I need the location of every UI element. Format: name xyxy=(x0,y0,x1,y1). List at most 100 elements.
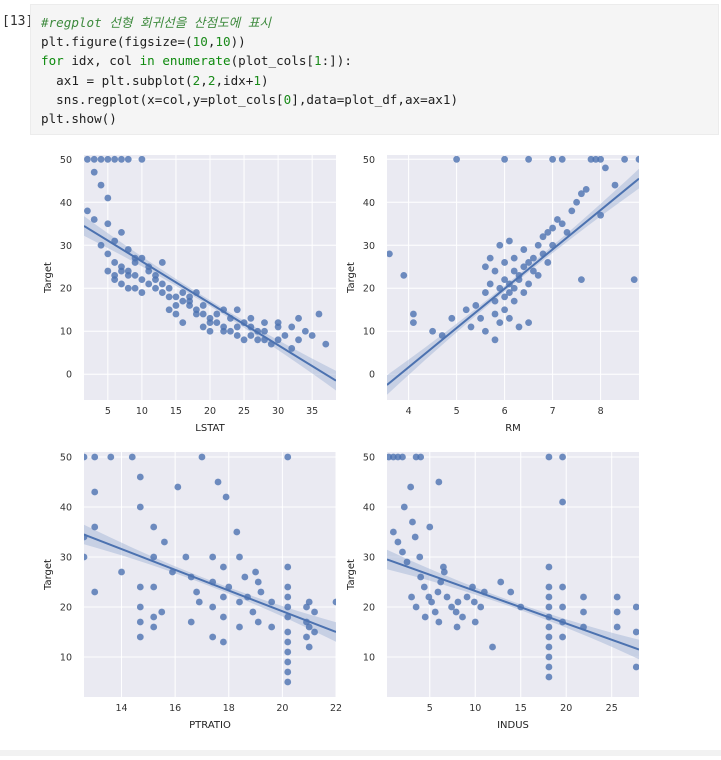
data-point xyxy=(220,613,227,621)
data-point xyxy=(544,228,552,236)
data-point xyxy=(525,319,532,327)
data-point xyxy=(193,588,200,596)
x-axis-label: LSTAT xyxy=(195,423,225,434)
data-point xyxy=(559,633,566,641)
data-point xyxy=(559,603,566,611)
data-point xyxy=(534,271,542,279)
code-text[interactable]: #regplot 선형 회귀선을 산점도에 표시 plt.figure(figs… xyxy=(31,5,718,136)
data-point xyxy=(104,250,112,258)
data-point xyxy=(84,453,88,461)
data-point xyxy=(240,336,248,344)
data-point xyxy=(322,340,330,348)
data-point xyxy=(118,568,125,576)
subplot-4: 5 10 15 20 25 10 20 30 40 50 INDUS Target xyxy=(346,452,639,731)
y-axis-label: Target xyxy=(43,559,54,591)
data-point xyxy=(158,259,166,266)
data-point xyxy=(435,478,443,486)
data-point xyxy=(220,563,227,571)
y-tick-label: 40 xyxy=(60,503,72,514)
data-point xyxy=(90,168,98,176)
data-point xyxy=(124,284,132,292)
data-point xyxy=(131,259,139,266)
data-point xyxy=(420,583,428,591)
data-point xyxy=(179,319,187,327)
code-line-3: for idx, col in enumerate(plot_cols[1:])… xyxy=(41,53,352,69)
data-point xyxy=(467,323,475,331)
code-line-5: sns.regplot(x=col,y=plot_cols[0],data=pl… xyxy=(41,91,459,107)
data-point xyxy=(525,280,532,288)
data-point xyxy=(199,323,207,331)
data-point xyxy=(199,302,207,309)
data-point xyxy=(284,593,292,601)
data-point xyxy=(510,267,518,275)
data-point xyxy=(249,608,257,616)
data-point xyxy=(136,603,144,611)
data-point xyxy=(554,216,561,223)
x-tick-label: 20 xyxy=(276,703,288,714)
data-point xyxy=(545,673,553,681)
data-point xyxy=(525,155,532,163)
x-axis-label: INDUS xyxy=(497,720,529,731)
x-tick-label: 5 xyxy=(105,406,111,417)
data-point xyxy=(107,453,115,461)
data-point xyxy=(179,297,187,305)
data-point xyxy=(131,271,139,279)
data-point xyxy=(91,588,99,596)
y-tick-label: 50 xyxy=(60,453,72,464)
data-point xyxy=(97,155,105,163)
data-point xyxy=(621,155,628,163)
x-axis-label: RM xyxy=(505,423,521,434)
data-point xyxy=(199,310,207,318)
data-point xyxy=(236,623,243,631)
y-tick-label: 40 xyxy=(363,198,375,209)
y-tick-label: 10 xyxy=(363,653,375,664)
data-point xyxy=(136,503,144,511)
data-point xyxy=(305,623,313,631)
data-point xyxy=(165,284,173,292)
data-point xyxy=(118,280,125,288)
data-point xyxy=(84,207,91,215)
cell-prompt: [13] xyxy=(2,14,34,29)
code-editor[interactable]: #regplot 선형 회귀선을 산점도에 표시 plt.figure(figs… xyxy=(30,4,719,135)
data-point xyxy=(482,263,489,271)
y-tick-label: 0 xyxy=(66,370,72,381)
data-point xyxy=(209,633,217,641)
code-line-4: ax1 = plt.subplot(2,2,idx+1) xyxy=(41,72,269,88)
data-point xyxy=(632,628,639,636)
data-point xyxy=(213,319,221,327)
data-point xyxy=(400,271,408,279)
data-point xyxy=(580,608,587,616)
x-tick-label: 10 xyxy=(136,406,148,417)
data-point xyxy=(394,538,402,546)
data-point xyxy=(434,588,442,596)
data-point xyxy=(136,583,144,591)
data-point xyxy=(545,623,553,631)
x-tick-label: 20 xyxy=(204,406,216,417)
axes-background xyxy=(84,452,336,697)
data-point xyxy=(138,289,146,296)
data-point xyxy=(477,603,485,611)
data-point xyxy=(303,633,310,641)
data-point xyxy=(227,327,234,335)
regression-line xyxy=(84,533,336,633)
x-tick-label: 25 xyxy=(606,703,618,714)
y-tick-label: 40 xyxy=(363,503,375,514)
data-point xyxy=(597,211,604,219)
plot-area xyxy=(387,155,639,395)
data-point xyxy=(417,573,425,581)
data-point xyxy=(534,241,542,249)
data-point xyxy=(150,553,158,561)
data-point xyxy=(486,254,494,262)
data-point xyxy=(611,181,619,189)
data-point xyxy=(165,293,173,301)
data-point xyxy=(284,603,292,611)
data-point xyxy=(288,345,296,352)
data-point xyxy=(491,336,499,344)
data-point xyxy=(305,598,313,606)
data-point xyxy=(410,319,417,327)
x-tick-label: 15 xyxy=(515,703,527,714)
x-tick-label: 14 xyxy=(115,703,127,714)
data-point xyxy=(150,613,158,621)
data-point xyxy=(172,310,180,318)
data-point xyxy=(426,523,434,531)
